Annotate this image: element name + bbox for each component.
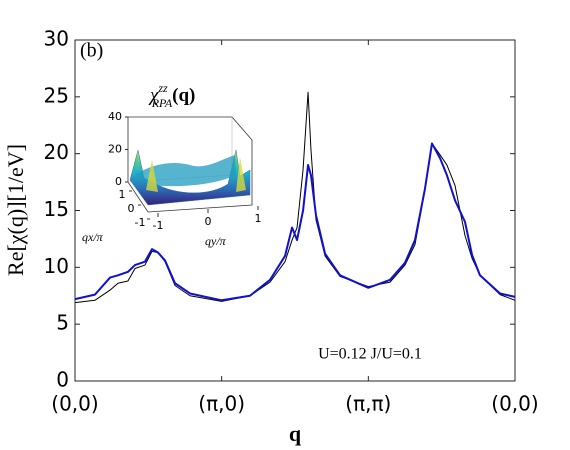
y-tick-label: 0 — [56, 368, 69, 392]
y-tick-label: 5 — [56, 311, 69, 335]
y-tick-label: 30 — [44, 27, 69, 51]
inset-qy-tick-label: -1 — [153, 219, 164, 232]
inset-title: χzz RPA(q) — [148, 81, 195, 110]
inset-qx-tick-label: 1 — [119, 188, 126, 201]
inset-qy-label: qy/π — [205, 234, 227, 248]
inset-title-symbol: χ — [148, 85, 159, 106]
inset-qx-label: qx/π — [82, 230, 104, 244]
panel-label: (b) — [80, 40, 103, 62]
inset-title-sub: RPA — [151, 96, 173, 110]
line-series — [74, 91, 516, 304]
x-axis-label: q — [289, 421, 302, 446]
y-tick-label: 25 — [44, 83, 69, 107]
inset-z-tick-label: 20 — [108, 143, 122, 156]
y-axis-label: Re[χ(q)][1/eV] — [3, 144, 28, 276]
inset-z-tick-label: 0 — [115, 175, 122, 188]
inset-qx-tick-label: 0 — [128, 202, 135, 215]
plot-frame — [74, 39, 516, 382]
x-tick-label: (π,π) — [345, 392, 391, 416]
y-tick-label: 20 — [44, 140, 69, 164]
inset-surface-peak — [146, 157, 246, 192]
annotation: U=0.12 J/U=0.1 — [318, 346, 422, 363]
inset-qy-tick-label: 1 — [255, 212, 262, 225]
y-tick-label: 15 — [44, 197, 69, 221]
inset-title-arg: (q) — [172, 85, 195, 106]
x-tick-label: (0,0) — [491, 392, 538, 416]
line-series — [74, 142, 516, 302]
inset-surface — [129, 149, 251, 206]
inset-qy-tick-label: 0 — [205, 215, 212, 228]
inset-surface — [135, 155, 236, 187]
inset-title-sup: zz — [157, 81, 168, 95]
x-tick-label: (0,0) — [51, 392, 98, 416]
inset-qx-tick-label: -1 — [135, 216, 146, 229]
y-tick-label: 10 — [44, 254, 69, 278]
inset-z-tick-label: 40 — [108, 110, 122, 123]
x-tick-label: (π,0) — [198, 392, 245, 416]
